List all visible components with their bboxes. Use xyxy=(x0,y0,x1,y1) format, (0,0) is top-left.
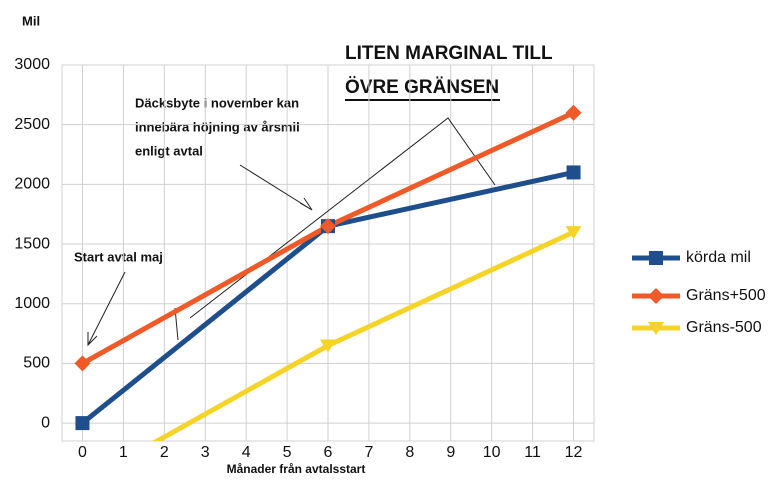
marker xyxy=(565,104,582,121)
legend-marker xyxy=(648,288,664,304)
marker xyxy=(320,218,336,235)
annotation: Start avtal maj xyxy=(74,249,163,264)
y-axis-label: Mil xyxy=(22,13,40,28)
legend-label: Gräns+500 xyxy=(686,287,766,304)
annotation-arrows xyxy=(87,117,496,347)
x-tick-label: 11 xyxy=(524,444,541,461)
annotation: LITEN MARGINAL TILL xyxy=(345,43,553,64)
legend-label: Gräns-500 xyxy=(686,319,762,336)
y-tick-label: 2000 xyxy=(14,176,50,193)
marker xyxy=(74,477,90,482)
y-tick-label: 3000 xyxy=(14,56,50,73)
x-tick-label: 6 xyxy=(324,444,333,461)
marker xyxy=(566,165,581,180)
annotation: innebära höjning av årsmil xyxy=(135,119,300,134)
arrow xyxy=(239,164,313,211)
annotation: enligt avtal xyxy=(135,143,203,158)
marker xyxy=(75,416,90,431)
legend-marker xyxy=(648,322,664,335)
x-tick-label: 5 xyxy=(283,444,292,461)
y-tick-label: 1500 xyxy=(14,235,50,252)
x-axis-label: Månader från avtalsstart xyxy=(227,462,366,476)
x-tick-label: 10 xyxy=(483,444,501,461)
x-tick-label: 0 xyxy=(78,444,87,461)
y-tick-label: 1000 xyxy=(14,295,50,312)
y-tick-label: 500 xyxy=(23,355,50,372)
y-tick-label: 0 xyxy=(41,414,50,431)
arrow xyxy=(87,271,126,347)
y-tick-label: 2500 xyxy=(14,116,50,133)
legend-marker xyxy=(649,251,663,265)
marker xyxy=(320,339,336,353)
x-tick-label: 4 xyxy=(242,444,251,461)
annotation: ÖVRE GRÄNSEN xyxy=(345,77,499,98)
marker xyxy=(74,355,91,372)
x-tick-label: 9 xyxy=(446,444,455,461)
annotation: Däcksbyte i november kan xyxy=(135,95,299,110)
marker xyxy=(565,226,582,240)
x-tick-label: 12 xyxy=(565,444,583,461)
x-tick-label: 1 xyxy=(119,444,128,461)
plot xyxy=(74,104,582,482)
x-tick-label: 3 xyxy=(201,444,210,461)
legend-label: körda mil xyxy=(686,249,751,266)
x-tick-label: 7 xyxy=(364,444,373,461)
arrow xyxy=(189,117,496,319)
x-tick-label: 8 xyxy=(405,444,414,461)
x-tick-label: 2 xyxy=(160,444,169,461)
